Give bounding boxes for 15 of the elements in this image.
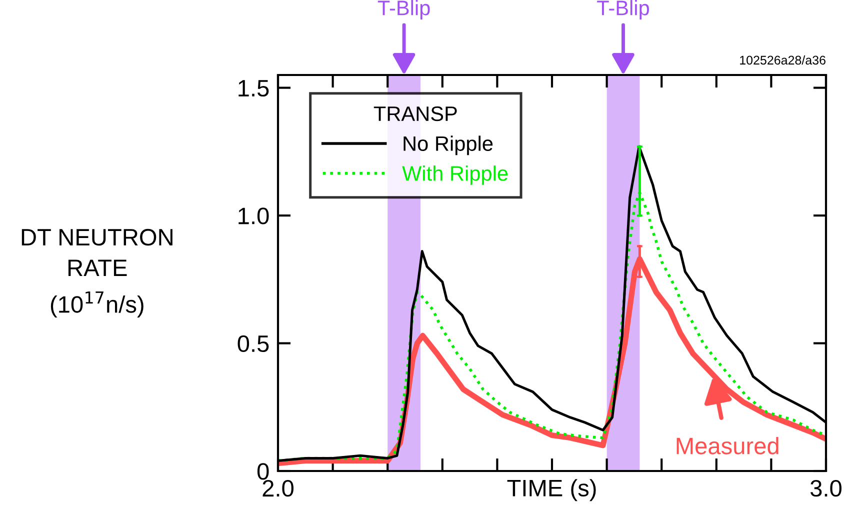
- y-tick-label: 1.0: [238, 208, 269, 224]
- x-tick-label: 2.0: [262, 480, 294, 497]
- legend-title: TRANSP: [374, 106, 457, 122]
- y-tick-label: 0: [257, 463, 269, 480]
- legend-label: With Ripple: [402, 166, 508, 185]
- y-axis-title: DT NEUTRON RATE (10$^{17}$n/s): [22, 228, 172, 318]
- y-tick-label: 0.5: [238, 335, 269, 352]
- band-label: T-Blip: [378, 0, 430, 20]
- x-axis-title: TIME (s): [507, 479, 596, 502]
- annotation: Measured: [676, 437, 778, 454]
- y-tick-label: 1.5: [238, 80, 269, 97]
- band-label: T-Blip: [597, 0, 649, 20]
- text: 102526a28/a36: [740, 55, 826, 65]
- legend-label: No Ripple: [404, 136, 493, 156]
- x-tick-label: 3.0: [810, 480, 842, 497]
